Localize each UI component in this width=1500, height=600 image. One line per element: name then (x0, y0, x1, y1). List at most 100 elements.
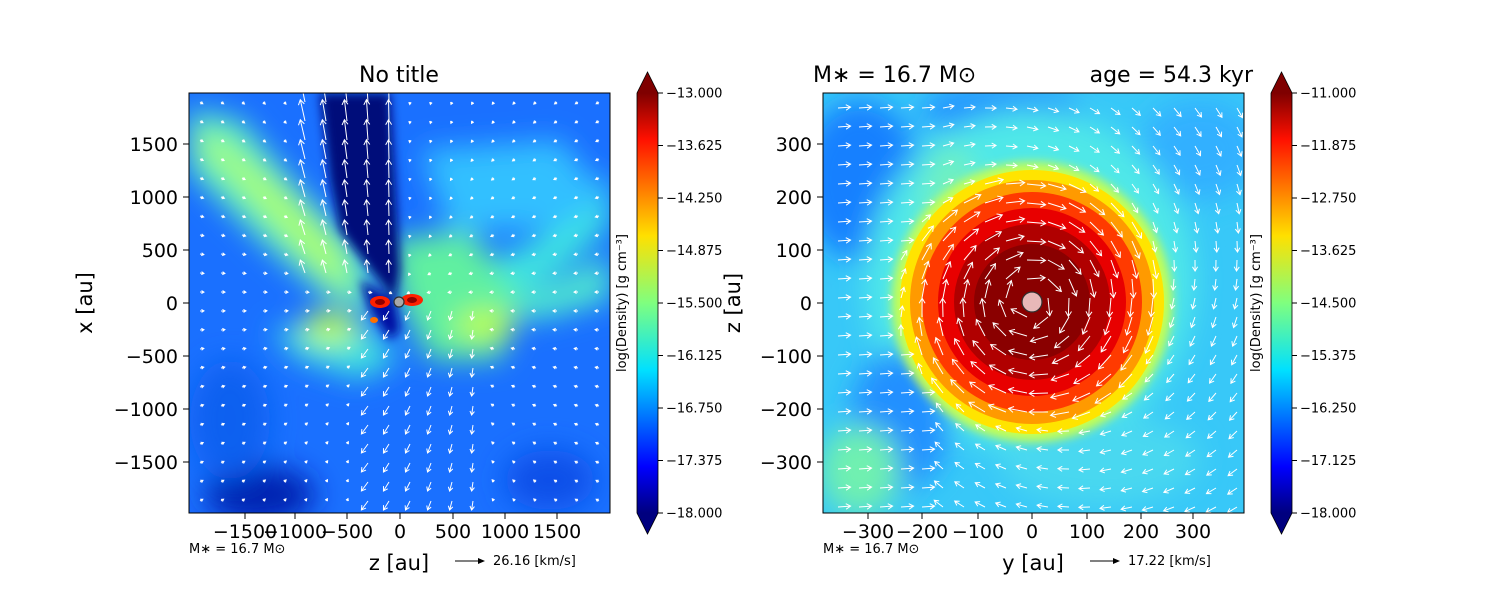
velocity-arrow (858, 503, 873, 510)
velocity-arrow (900, 389, 915, 396)
velocity-arrow (532, 441, 537, 445)
velocity-arrow (900, 408, 915, 415)
velocity-arrow (298, 178, 306, 198)
velocity-arrow (594, 441, 600, 446)
velocity-arrow (1056, 503, 1070, 510)
velocity-arrow (900, 237, 915, 244)
velocity-arrow (469, 215, 474, 219)
velocity-arrow (1094, 392, 1112, 404)
velocity-arrow (471, 101, 475, 106)
right-y-ticks: 300 200 100 0 −100 −200 −300 (760, 134, 823, 474)
velocity-arrow (385, 198, 393, 217)
velocity-arrow (1097, 354, 1112, 370)
velocity-arrow (552, 233, 558, 238)
velocity-arrow (1213, 240, 1220, 254)
velocity-arrow (447, 405, 454, 416)
velocity-arrow (1068, 278, 1078, 297)
velocity-arrow (262, 441, 267, 445)
velocity-arrow (1190, 297, 1197, 310)
velocity-arrow (837, 465, 852, 472)
velocity-arrow (1212, 259, 1219, 273)
right-y-tick: −200 (760, 399, 823, 421)
velocity-arrow (900, 370, 915, 377)
velocity-arrow (469, 329, 475, 340)
velocity-arrow (262, 158, 267, 162)
velocity-arrow (262, 309, 268, 313)
velocity-arrow (984, 161, 997, 168)
velocity-arrow (1127, 297, 1134, 318)
velocity-arrow (594, 157, 600, 162)
velocity-arrow (573, 346, 579, 351)
velocity-arrow (220, 233, 226, 238)
velocity-arrow (199, 309, 205, 313)
velocity-arrow (241, 460, 246, 464)
svg-text:−16.750: −16.750 (666, 402, 722, 417)
velocity-arrow (1078, 429, 1091, 436)
velocity-arrow (220, 441, 225, 446)
velocity-arrow (1131, 240, 1141, 260)
velocity-arrow (241, 346, 247, 351)
velocity-arrow (921, 104, 936, 111)
velocity-arrow (1131, 107, 1142, 116)
velocity-arrow (510, 384, 516, 389)
velocity-arrow (594, 365, 600, 370)
velocity-arrow (954, 461, 965, 470)
velocity-arrow (1173, 202, 1180, 215)
velocity-arrow (879, 180, 894, 187)
velocity-arrow (552, 195, 558, 200)
velocity-arrow (916, 362, 923, 375)
velocity-arrow (1131, 164, 1140, 175)
svg-text:0: 0 (166, 293, 178, 315)
right-title-mass: M∗ = 16.7 M⊙ (813, 63, 976, 88)
velocity-arrow (346, 403, 350, 407)
velocity-arrow (220, 120, 225, 124)
velocity-arrow (367, 290, 373, 295)
velocity-arrow (942, 122, 955, 129)
velocity-arrow (241, 176, 246, 181)
left-colorbar-label: log(Density) [g cm⁻³] (615, 234, 630, 372)
velocity-arrow (1005, 179, 1026, 187)
velocity-arrow (220, 479, 225, 483)
velocity-arrow (1188, 354, 1196, 366)
velocity-arrow (262, 177, 267, 181)
velocity-arrow (363, 239, 371, 255)
velocity-arrow (382, 424, 390, 435)
velocity-arrow (1010, 308, 1028, 318)
velocity-arrow (1236, 164, 1243, 177)
svg-text:−100: −100 (952, 521, 1004, 543)
svg-text:1500: 1500 (130, 134, 178, 156)
velocity-arrow (1206, 430, 1217, 439)
velocity-arrow (594, 384, 600, 389)
velocity-arrow (512, 101, 516, 105)
velocity-arrow (994, 501, 1007, 508)
velocity-arrow (531, 309, 537, 313)
velocity-arrow (573, 384, 579, 389)
velocity-arrow (837, 275, 852, 282)
velocity-arrow (1110, 126, 1121, 135)
velocity-arrow (531, 327, 537, 332)
velocity-arrow (532, 460, 537, 464)
velocity-arrow (385, 218, 393, 236)
velocity-arrow (1184, 506, 1196, 513)
velocity-arrow (1120, 430, 1133, 437)
velocity-arrow (283, 214, 289, 219)
velocity-arrow (1005, 279, 1014, 299)
velocity-arrow (510, 233, 516, 238)
velocity-arrow (325, 403, 330, 407)
right-velocity-key: 17.22 [km/s] (1090, 554, 1211, 569)
velocity-arrow (1005, 105, 1018, 112)
velocity-arrow (1226, 487, 1238, 495)
velocity-arrow (595, 101, 600, 105)
velocity-arrow (385, 178, 393, 198)
velocity-arrow (241, 101, 246, 105)
velocity-arrow (1171, 259, 1178, 273)
velocity-arrow (1068, 164, 1080, 172)
velocity-arrow (262, 422, 267, 426)
velocity-arrow (956, 317, 965, 337)
velocity-arrow (531, 346, 537, 351)
velocity-arrow (363, 198, 371, 217)
velocity-arrow (988, 364, 1007, 375)
svg-text:500: 500 (435, 521, 471, 543)
velocity-arrow (512, 479, 516, 483)
velocity-arrow (858, 161, 873, 168)
